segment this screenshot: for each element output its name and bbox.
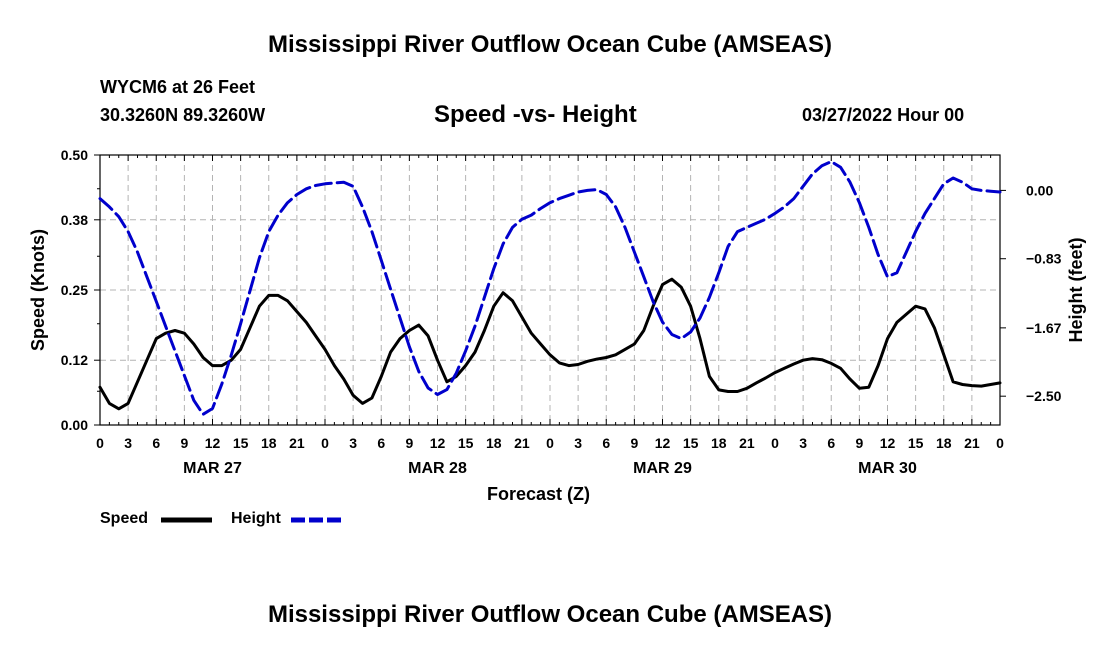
speed-legend-label: Speed [100, 510, 149, 527]
x-tick-label: 9 [405, 435, 413, 451]
x-tick-label: 0 [546, 435, 554, 451]
x-tick-label: 3 [349, 435, 357, 451]
x-tick-label: 9 [180, 435, 188, 451]
day-label: MAR 28 [408, 460, 467, 477]
x-tick-label: 15 [458, 435, 474, 451]
x-tick-label: 3 [574, 435, 582, 451]
x-tick-label: 3 [799, 435, 807, 451]
x-tick-label: 6 [827, 435, 835, 451]
x-tick-label: 21 [514, 435, 530, 451]
x-tick-label: 12 [880, 435, 896, 451]
x-tick-label: 9 [855, 435, 863, 451]
forecast-datetime: 03/27/2022 Hour 00 [802, 105, 965, 125]
x-tick-label: 6 [377, 435, 385, 451]
x-tick-label: 18 [261, 435, 277, 451]
x-tick-label: 21 [289, 435, 305, 451]
y-tick-label: 0.50 [61, 147, 88, 163]
grid-layer [100, 155, 1000, 425]
x-tick-label: 15 [683, 435, 699, 451]
x-tick-label: 12 [205, 435, 221, 451]
y-tick-label: 0.00 [61, 417, 88, 433]
x-tick-label: 21 [964, 435, 980, 451]
x-tick-label: 0 [96, 435, 104, 451]
x-axis-label: Forecast (Z) [487, 484, 590, 504]
station-coordinates: 30.3260N 89.3260W [100, 105, 266, 125]
y2-tick-label: −2.50 [1026, 388, 1062, 404]
day-label: MAR 30 [858, 460, 917, 477]
plot-frame [99, 154, 1001, 426]
x-tick-label: 0 [771, 435, 779, 451]
speed-series-line [98, 277, 1002, 411]
y-tick-label: 0.12 [61, 352, 88, 368]
x-tick-label: 3 [124, 435, 132, 451]
x-tick-label: 0 [321, 435, 329, 451]
y2-tick-label: 0.00 [1026, 182, 1053, 198]
y2-tick-label: −1.67 [1026, 320, 1062, 336]
y-axis-label: Speed (Knots) [28, 229, 48, 351]
x-tick-label: 9 [630, 435, 638, 451]
x-tick-label: 15 [908, 435, 924, 451]
x-tick-label: 18 [936, 435, 952, 451]
chart-main-title: Mississippi River Outflow Ocean Cube (AM… [267, 31, 833, 58]
chart-subtitle: Speed -vs- Height [434, 101, 637, 128]
y-tick-label: 0.25 [61, 282, 88, 298]
y2-tick-label: −0.83 [1026, 251, 1062, 267]
x-tick-label: 21 [739, 435, 755, 451]
x-tick-label: 6 [152, 435, 160, 451]
station-name-depth: WYCM6 at 26 Feet [100, 77, 256, 97]
x-tick-label: 15 [233, 435, 249, 451]
x-tick-label: 12 [655, 435, 671, 451]
x-tick-label: 6 [602, 435, 610, 451]
footer-title: Mississippi River Outflow Ocean Cube (AM… [267, 601, 833, 628]
day-label: MAR 29 [633, 460, 692, 477]
axes-layer: 0 3 6 9 12 15 18 21 0 3 6 9 12 15 18 21 0 3 6 9 12 15 18 21 0 3 6 9… [61, 147, 1062, 477]
y2-axis-label: Height (feet) [1066, 238, 1086, 343]
x-tick-label: 12 [430, 435, 446, 451]
height-series-line [98, 160, 1002, 416]
day-label: MAR 27 [183, 460, 242, 477]
y-tick-label: 0.38 [61, 212, 88, 228]
x-tick-label: 18 [711, 435, 727, 451]
x-tick-label: 18 [486, 435, 502, 451]
series-layer [98, 160, 1002, 416]
x-tick-label: 0 [996, 435, 1004, 451]
height-legend-label: Height [231, 510, 281, 527]
